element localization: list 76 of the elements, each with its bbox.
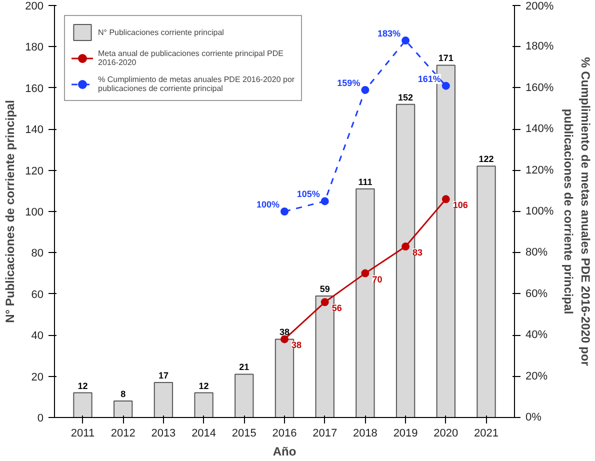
y-tick-label: 100 xyxy=(25,206,44,218)
data-label: 171 xyxy=(438,53,454,64)
x-tick-label: 2015 xyxy=(232,428,256,440)
point xyxy=(280,335,288,344)
data-label: 8 xyxy=(120,389,126,400)
data-label: 56 xyxy=(332,303,342,314)
y-tick-label: 60 xyxy=(31,288,44,301)
x-tick-label: 2020 xyxy=(434,428,458,440)
y2-tick-label: 200% xyxy=(526,0,554,12)
bar xyxy=(114,400,133,418)
point xyxy=(361,269,370,278)
x-tick-label: 2016 xyxy=(272,428,297,440)
data-label: 111 xyxy=(358,176,372,187)
data-label: 12 xyxy=(198,380,209,391)
y2-tick-label: 120% xyxy=(526,164,554,176)
y-tick-label: 40 xyxy=(31,330,44,342)
x-tick-label: 2019 xyxy=(393,428,418,440)
y-axis-title: N° Publicaciones de corriente principal xyxy=(3,100,18,323)
data-label: 17 xyxy=(158,370,168,380)
x-tick-label: 2021 xyxy=(474,428,499,440)
data-label: 152 xyxy=(398,92,414,102)
y-tick-label: 140 xyxy=(25,124,44,136)
x-tick-label: 2011 xyxy=(70,428,95,440)
data-label: 100% xyxy=(256,200,280,210)
point xyxy=(402,242,410,251)
data-label: 38 xyxy=(279,327,290,338)
data-label: 105% xyxy=(296,189,320,200)
point xyxy=(442,82,450,90)
data-label: 59 xyxy=(320,284,330,294)
legend-label: N° Publicaciones corriente principal xyxy=(98,26,224,38)
y2-tick-label: 40% xyxy=(526,329,548,342)
x-tick-label: 2018 xyxy=(352,428,378,440)
data-label: 70 xyxy=(372,274,382,284)
y-tick-label: 0 xyxy=(37,412,44,424)
data-label: 122 xyxy=(478,154,494,164)
bar xyxy=(476,166,496,418)
y2-axis-title: % Cumplimiento de metas anuales PDE 2016-2020 por publicaciones de corriente principal xyxy=(562,57,592,366)
bar xyxy=(194,392,214,418)
y-tick-label: 80 xyxy=(31,248,44,260)
data-label: 159% xyxy=(337,78,360,88)
legend-label: % Cumplimiento de metas anuales PDE 2016-2020 por publicaciones de corriente principal xyxy=(98,75,295,93)
point xyxy=(320,197,329,206)
y-tick-label: 200 xyxy=(25,0,44,12)
data-label: 83 xyxy=(412,248,423,258)
data-label: 161% xyxy=(418,74,441,84)
bar xyxy=(73,392,92,418)
data-label: 12 xyxy=(78,380,88,391)
data-label: 106 xyxy=(452,200,468,210)
y2-tick-label: 160% xyxy=(526,82,554,94)
y2-tick-label: 80% xyxy=(526,246,548,259)
point xyxy=(320,298,329,306)
y-tick-label: 20 xyxy=(31,371,44,384)
point xyxy=(402,36,410,45)
point xyxy=(280,208,288,216)
y2-tick-label: 100% xyxy=(526,206,554,218)
data-label: 183% xyxy=(378,28,401,39)
y-tick-label: 160 xyxy=(25,82,44,95)
point xyxy=(442,195,450,204)
data-label: 21 xyxy=(239,362,250,372)
y2-tick-label: 0% xyxy=(526,412,542,424)
data-label: 38 xyxy=(292,340,302,350)
x-tick-label: 2017 xyxy=(312,428,338,440)
x-tick-label: 2014 xyxy=(192,428,216,440)
legend-label: Meta anual de publicaciones corriente principal PDE 2016-2020 xyxy=(98,49,284,67)
y-tick-label: 120 xyxy=(25,165,44,178)
y2-tick-label: 140% xyxy=(526,123,554,136)
y2-tick-label: 60% xyxy=(526,288,548,300)
x-axis-title: Año xyxy=(272,444,296,458)
bar xyxy=(234,374,254,418)
bar xyxy=(154,382,174,418)
y2-tick-label: 180% xyxy=(526,40,554,53)
point xyxy=(361,86,370,94)
x-tick-label: 2012 xyxy=(110,428,136,440)
y2-tick-label: 20% xyxy=(526,370,548,382)
x-tick-label: 2013 xyxy=(151,428,176,440)
y-tick-label: 180 xyxy=(25,42,44,54)
